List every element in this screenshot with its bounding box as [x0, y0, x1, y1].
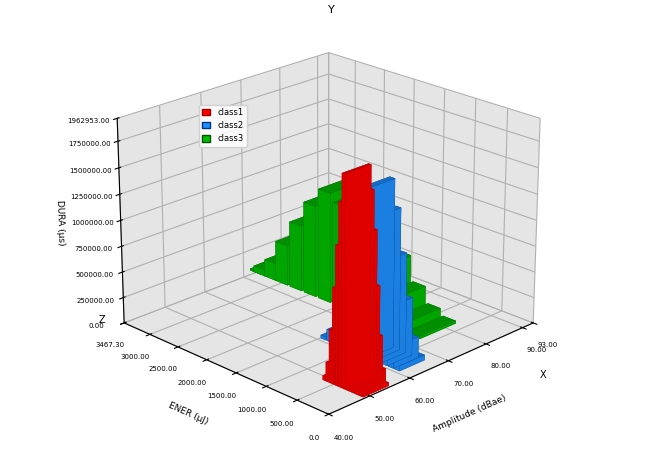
Legend: class1, class2, class3: class1, class2, class3: [199, 105, 246, 147]
X-axis label: Amplitude (dBae): Amplitude (dBae): [432, 393, 508, 434]
Y-axis label: ENER (µJ): ENER (µJ): [166, 401, 209, 426]
Text: X: X: [540, 370, 546, 380]
Text: Z: Z: [99, 315, 105, 325]
Text: Y: Y: [328, 5, 335, 15]
